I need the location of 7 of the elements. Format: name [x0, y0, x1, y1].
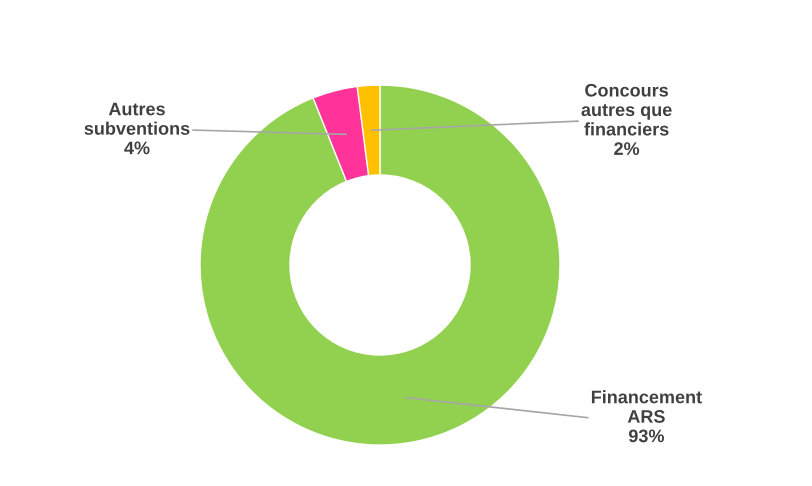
data-label: 93% [628, 430, 664, 442]
slice-label: Financement ARS [592, 390, 702, 423]
slice-label: Concours autres que financiers [581, 84, 672, 136]
data-label: 2% [614, 142, 640, 155]
donut-slice [199, 84, 561, 446]
data-label: 4% [124, 142, 150, 154]
slice-label: Autres subventions [84, 102, 190, 135]
